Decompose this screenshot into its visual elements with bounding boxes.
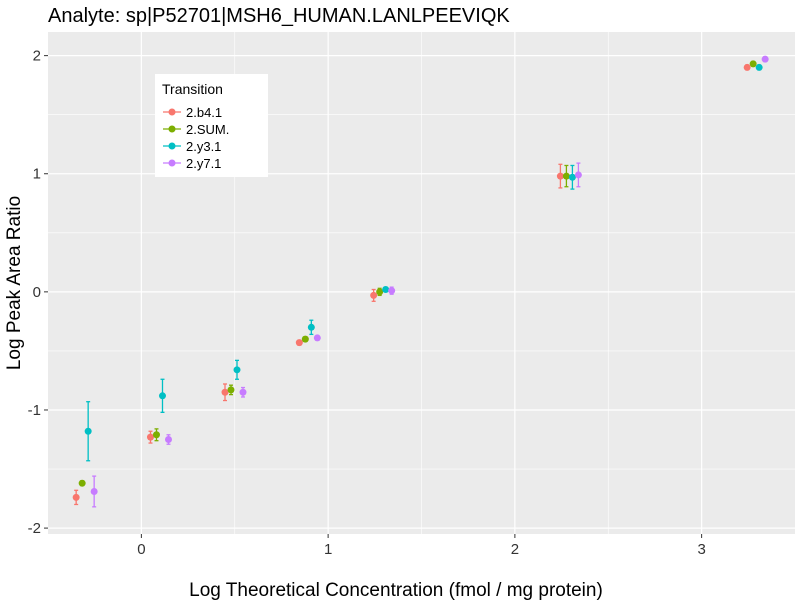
- grid-lines: [48, 32, 795, 534]
- data-point-2.y3.1: [568, 164, 576, 190]
- legend-title: Transition: [162, 81, 223, 97]
- data-point-2.y3.1: [755, 63, 763, 71]
- y-axis-title: Log Peak Area Ratio: [4, 196, 25, 370]
- legend-item-2.SUM.: 2.SUM.: [163, 122, 229, 137]
- y-tick-label: 2: [33, 48, 41, 65]
- point-marker: [90, 487, 98, 495]
- data-point-2.y7.1: [761, 55, 769, 63]
- data-point-2.y7.1: [90, 475, 98, 508]
- x-tick-label: 3: [697, 541, 705, 558]
- point-marker: [568, 173, 576, 181]
- data-point-2.b4.1: [370, 288, 378, 302]
- axis-ticks: 0 1 2 3 -2 -1 0 1 2: [28, 48, 706, 558]
- point-marker: [755, 63, 763, 71]
- legend-key-marker: [168, 159, 176, 167]
- data-point-2.y7.1: [239, 386, 247, 398]
- point-marker: [313, 334, 321, 342]
- point-marker: [221, 388, 229, 396]
- point-marker: [72, 493, 80, 501]
- point-marker: [749, 60, 757, 68]
- point-marker: [562, 172, 570, 180]
- data-point-2.SUM.: [749, 60, 757, 68]
- point-marker: [301, 335, 309, 343]
- data-point-2.y7.1: [313, 334, 321, 342]
- data-point-2.SUM.: [562, 164, 570, 188]
- point-marker: [158, 392, 166, 400]
- legend-label: 2.y7.1: [186, 156, 221, 171]
- y-tick-label: -1: [28, 402, 41, 419]
- data-point-2.y7.1: [164, 434, 172, 445]
- point-marker: [295, 339, 303, 347]
- point-marker: [164, 436, 172, 444]
- point-marker: [227, 386, 235, 394]
- legend-key-marker: [168, 125, 176, 133]
- point-marker: [84, 427, 92, 435]
- x-tick-label: 0: [137, 541, 145, 558]
- data-point-2.y3.1: [307, 319, 315, 336]
- legend-label: 2.y3.1: [186, 139, 221, 154]
- data-point-2.SUM.: [152, 428, 160, 442]
- data-point-2.SUM.: [376, 287, 384, 297]
- x-tick-label: 2: [511, 541, 519, 558]
- data-point-2.b4.1: [743, 63, 751, 71]
- data-point-2.b4.1: [221, 383, 229, 402]
- point-marker: [233, 366, 241, 374]
- legend: Transition 2.b4.1 2.SUM. 2.y3.1 2.y7.1: [155, 74, 268, 177]
- point-marker: [761, 55, 769, 63]
- legend-label: 2.SUM.: [186, 122, 229, 137]
- legend-item-2.b4.1: 2.b4.1: [163, 105, 222, 120]
- y-tick-label: 0: [33, 284, 41, 301]
- point-marker: [556, 172, 564, 180]
- data-point-2.y3.1: [382, 285, 390, 293]
- data-point-2.y3.1: [233, 359, 241, 380]
- point-marker: [370, 291, 378, 299]
- y-tick-label: 1: [33, 166, 41, 183]
- data-marks: [72, 55, 769, 508]
- x-tick-label: 1: [324, 541, 332, 558]
- chart-title: Analyte: sp|P52701|MSH6_HUMAN.LANLPEEVIQ…: [48, 5, 510, 27]
- legend-item-2.y7.1: 2.y7.1: [163, 156, 221, 171]
- point-marker: [574, 171, 582, 179]
- legend-label: 2.b4.1: [186, 105, 222, 120]
- data-point-2.y7.1: [388, 286, 396, 295]
- data-point-2.y3.1: [84, 401, 92, 462]
- data-point-2.b4.1: [556, 163, 564, 189]
- point-marker: [388, 287, 396, 295]
- data-point-2.SUM.: [227, 384, 235, 396]
- point-marker: [376, 288, 384, 296]
- legend-item-2.y3.1: 2.y3.1: [163, 139, 221, 154]
- point-marker: [78, 479, 86, 487]
- x-axis-title: Log Theoretical Concentration (fmol / mg…: [189, 580, 603, 600]
- data-point-2.SUM.: [301, 335, 309, 343]
- legend-box: [155, 74, 268, 177]
- data-point-2.b4.1: [295, 339, 303, 347]
- data-point-2.SUM.: [78, 479, 86, 487]
- y-tick-label: -2: [28, 520, 41, 537]
- point-marker: [307, 323, 315, 331]
- point-marker: [743, 63, 751, 71]
- data-point-2.b4.1: [72, 489, 80, 506]
- point-marker: [382, 285, 390, 293]
- point-marker: [239, 388, 247, 396]
- point-marker: [152, 431, 160, 439]
- data-point-2.y3.1: [158, 378, 166, 413]
- data-point-2.b4.1: [146, 430, 154, 444]
- data-point-2.y7.1: [574, 162, 582, 188]
- legend-key-marker: [168, 142, 176, 150]
- point-marker: [146, 433, 154, 441]
- legend-key-marker: [168, 108, 176, 116]
